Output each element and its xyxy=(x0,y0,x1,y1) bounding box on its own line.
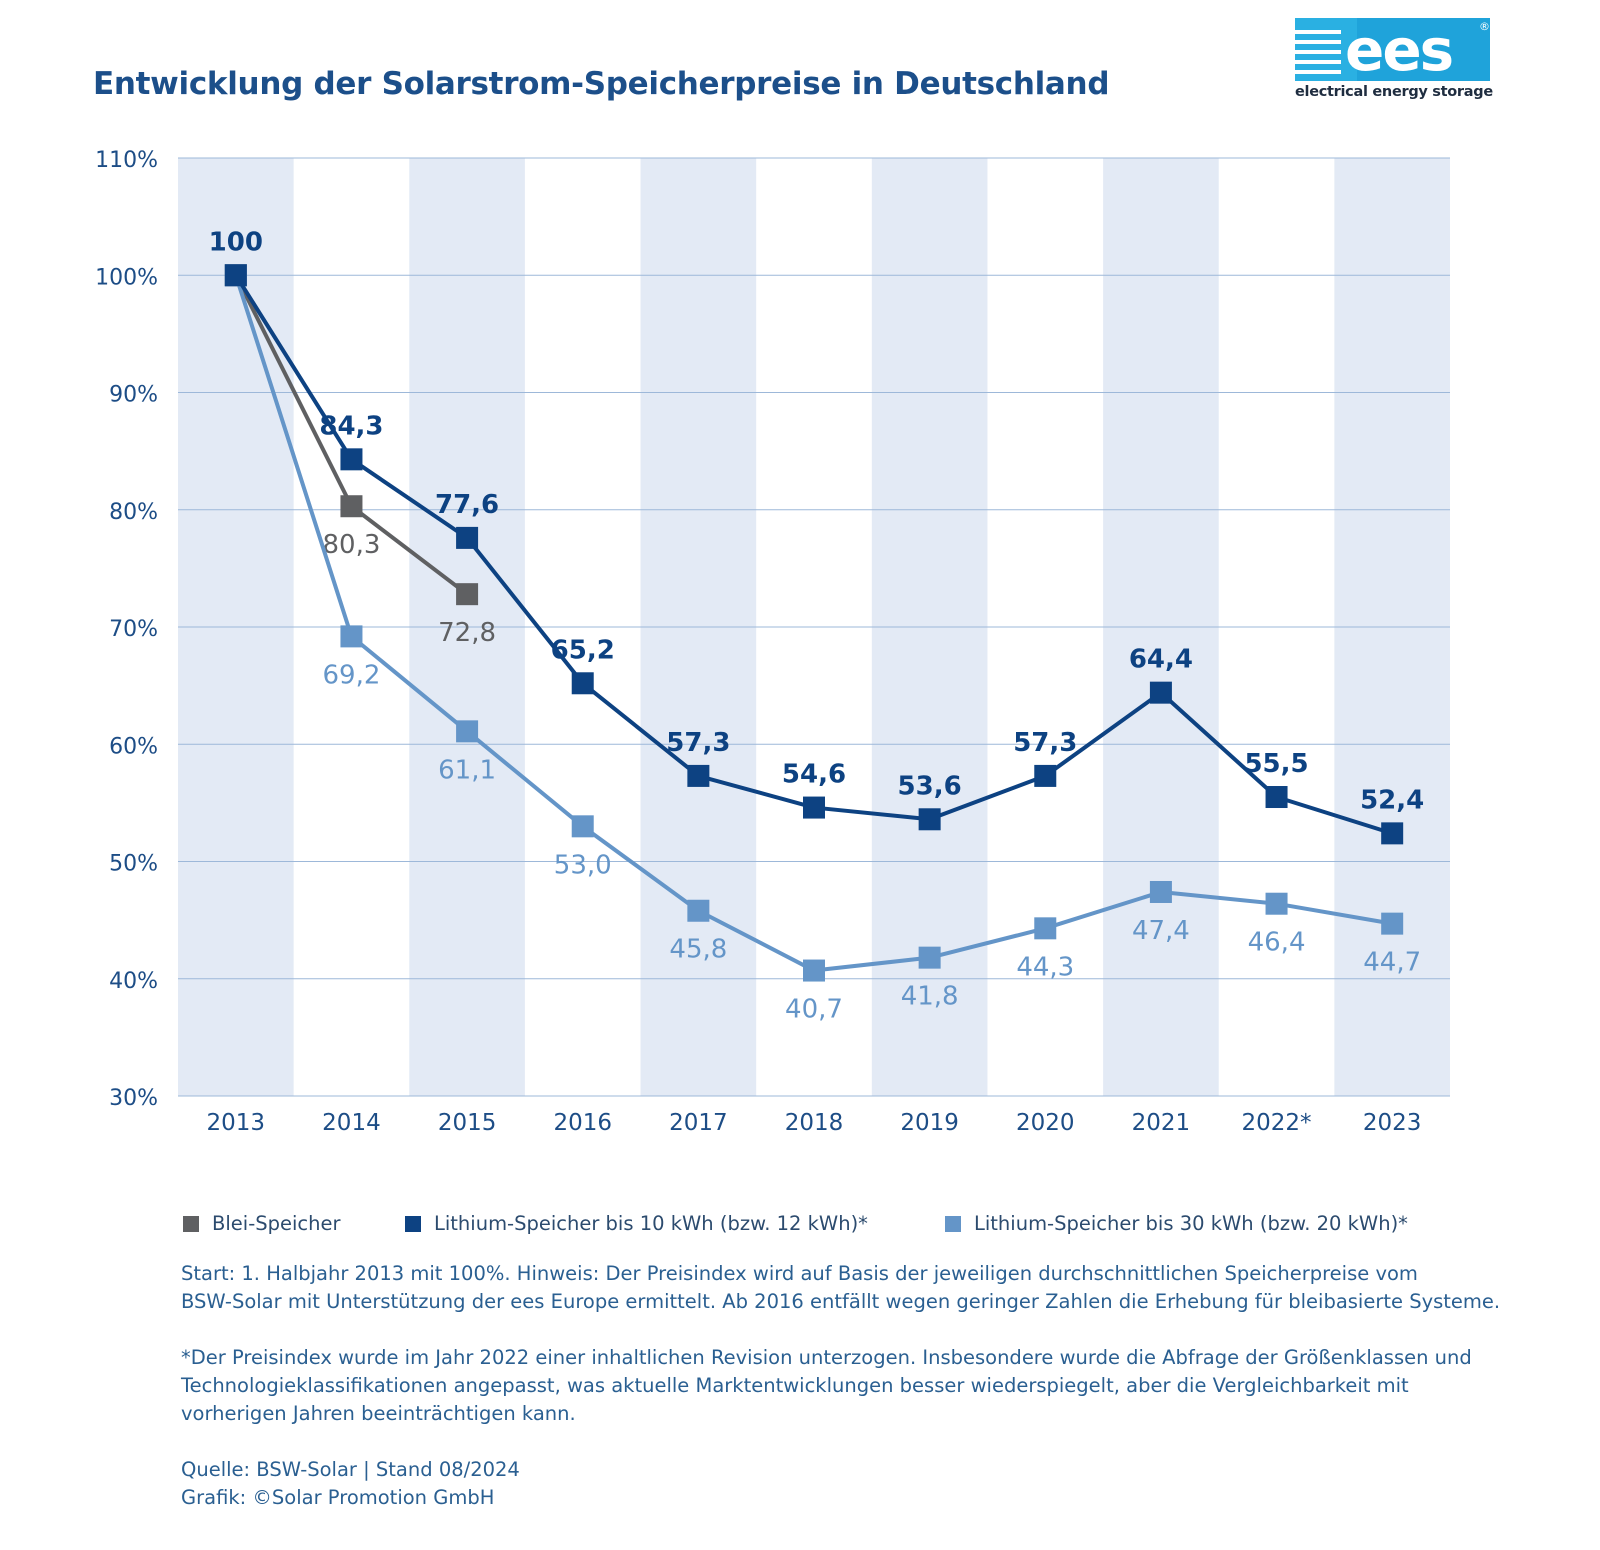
x-tick-label: 2023 xyxy=(1363,1110,1422,1136)
graphic-credit: Grafik: ©Solar Promotion GmbH xyxy=(181,1486,495,1509)
legend-label-blei: Blei-Speicher xyxy=(212,1212,341,1235)
data-point-marker xyxy=(1149,880,1172,903)
y-tick-label: 80% xyxy=(109,500,158,525)
chart-title: Entwicklung der Solarstrom-Speicherpreis… xyxy=(93,66,1110,102)
data-label: 77,6 xyxy=(435,490,499,520)
x-tick-label: 2021 xyxy=(1132,1110,1191,1136)
logo-caption: electrical energy storage xyxy=(1295,84,1493,100)
y-tick-label: 70% xyxy=(109,617,158,642)
x-tick-label: 2013 xyxy=(207,1110,266,1136)
legend-item-blei: Blei-Speicher xyxy=(183,1212,341,1235)
data-point-marker xyxy=(687,764,710,787)
y-tick-label: 90% xyxy=(109,383,158,408)
svg-text:®: ® xyxy=(1479,20,1490,33)
data-label: 80,3 xyxy=(323,530,381,560)
data-label: 53,6 xyxy=(898,771,962,801)
ees-logo: ees ® electrical energy storage xyxy=(1295,18,1493,106)
data-point-marker xyxy=(1381,912,1404,935)
line-chart: 30% 40% 50% 60% 70% 80% 90% 100% 110% 2013 2014 201… xyxy=(95,148,1450,1136)
data-label: 72,8 xyxy=(438,618,496,648)
legend-item-lithium-10: Lithium-Speicher bis 10 kWh (bzw. 12 kWh… xyxy=(405,1212,868,1235)
note-start-line-2: BSW-Solar mit Unterstützung der ees Euro… xyxy=(181,1290,1501,1313)
x-tick-label: 2016 xyxy=(553,1110,612,1136)
data-label: 61,1 xyxy=(438,755,496,785)
x-tick-label: 2014 xyxy=(322,1110,381,1136)
data-point-marker xyxy=(1381,822,1404,845)
data-label: 64,4 xyxy=(1129,645,1193,675)
y-tick-label: 50% xyxy=(109,852,158,877)
data-label: 55,5 xyxy=(1244,749,1308,779)
data-label: 100 xyxy=(209,227,263,257)
legend-label-lithium-30: Lithium-Speicher bis 30 kWh (bzw. 20 kWh… xyxy=(974,1212,1408,1235)
data-label: 69,2 xyxy=(323,660,381,690)
data-label: 46,4 xyxy=(1248,928,1306,958)
data-point-marker xyxy=(456,583,479,606)
data-label: 53,0 xyxy=(554,850,612,880)
data-label: 57,3 xyxy=(666,728,730,758)
note-revision-line-1: *Der Preisindex wurde im Jahr 2022 einer… xyxy=(181,1346,1472,1369)
data-point-marker xyxy=(340,625,363,648)
note-revision-line-2: Technologieklassifikationen angepasst, w… xyxy=(181,1374,1409,1397)
x-tick-label: 2020 xyxy=(1016,1110,1075,1136)
data-point-marker xyxy=(340,495,363,518)
x-tick-label: 2017 xyxy=(669,1110,728,1136)
data-point-marker xyxy=(1265,786,1288,809)
y-tick-label: 110% xyxy=(95,148,158,173)
x-tick-label: 2018 xyxy=(785,1110,844,1136)
data-label: 40,7 xyxy=(785,995,843,1025)
x-tick-label: 2022* xyxy=(1242,1110,1312,1136)
legend-swatch-blei xyxy=(183,1215,199,1232)
data-point-marker xyxy=(803,796,825,819)
data-label: 57,3 xyxy=(1013,728,1077,758)
data-point-marker xyxy=(1149,681,1172,704)
data-point-marker xyxy=(571,672,594,695)
data-point-marker xyxy=(918,946,941,969)
data-label: 84,3 xyxy=(319,411,383,441)
note-source: Quelle: BSW-Solar | Stand 08/2024 Grafik… xyxy=(181,1456,1561,1512)
legend-swatch-lithium-10 xyxy=(405,1215,421,1232)
note-start-line-1: Start: 1. Halbjahr 2013 mit 100%. Hinwei… xyxy=(181,1262,1418,1285)
ees-logo-mark: ees ® xyxy=(1295,18,1490,81)
y-tick-label: 30% xyxy=(109,1086,158,1111)
data-point-marker xyxy=(803,959,825,982)
data-point-marker xyxy=(224,264,247,287)
svg-text:ees: ees xyxy=(1345,18,1452,81)
data-point-marker xyxy=(1034,764,1057,787)
data-label: 45,8 xyxy=(669,935,727,965)
source-text: Quelle: BSW-Solar | Stand 08/2024 xyxy=(181,1458,520,1481)
y-tick-label: 100% xyxy=(95,265,158,290)
x-tick-label: 2015 xyxy=(438,1110,497,1136)
data-label: 44,3 xyxy=(1016,952,1074,982)
data-point-marker xyxy=(340,448,363,471)
data-point-marker xyxy=(687,899,710,922)
data-label: 52,4 xyxy=(1360,785,1424,815)
legend-label-lithium-10: Lithium-Speicher bis 10 kWh (bzw. 12 kWh… xyxy=(434,1212,868,1235)
note-start: Start: 1. Halbjahr 2013 mit 100%. Hinwei… xyxy=(181,1260,1561,1316)
data-point-marker xyxy=(456,720,479,743)
data-label: 44,7 xyxy=(1363,948,1421,978)
data-point-marker xyxy=(456,526,479,549)
data-label: 65,2 xyxy=(551,635,615,665)
data-label: 54,6 xyxy=(782,760,846,790)
note-revision: *Der Preisindex wurde im Jahr 2022 einer… xyxy=(181,1344,1561,1428)
data-point-marker xyxy=(1034,917,1057,940)
x-tick-label: 2019 xyxy=(900,1110,959,1136)
data-point-marker xyxy=(571,815,594,838)
legend-swatch-lithium-30 xyxy=(945,1215,961,1232)
note-revision-line-3: vorherigen Jahren beeinträchtigen kann. xyxy=(181,1402,576,1425)
data-point-marker xyxy=(918,808,941,831)
y-tick-label: 40% xyxy=(109,969,158,994)
data-label: 47,4 xyxy=(1132,916,1190,946)
legend-item-lithium-30: Lithium-Speicher bis 30 kWh (bzw. 20 kWh… xyxy=(945,1212,1408,1235)
y-tick-label: 60% xyxy=(109,734,158,759)
data-label: 41,8 xyxy=(901,982,959,1012)
chart-notes: Start: 1. Halbjahr 2013 mit 100%. Hinwei… xyxy=(181,1260,1561,1512)
data-point-marker xyxy=(1265,892,1288,915)
